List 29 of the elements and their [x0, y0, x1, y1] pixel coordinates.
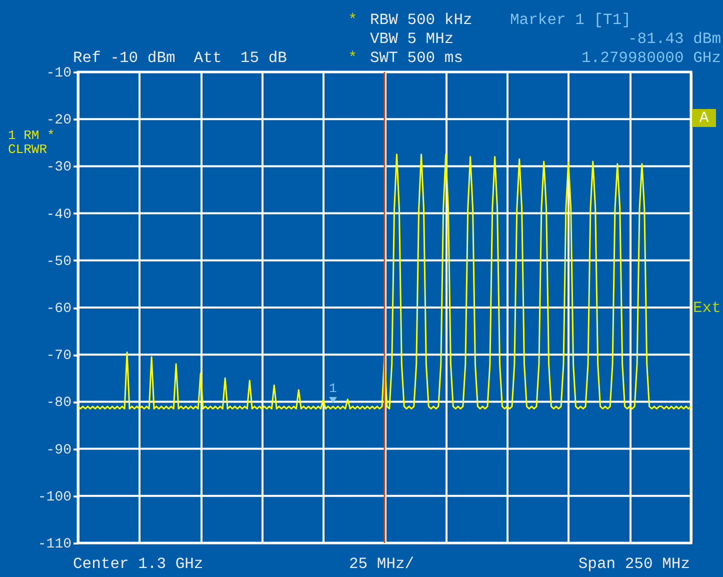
y-tick-label: -110 [38, 536, 72, 552]
y-tick-label: -40 [46, 206, 72, 223]
text: Marker 1 [T1] [510, 11, 631, 29]
text: VBW 5 MHz [370, 30, 454, 48]
text: 1.279980000 GHz [581, 49, 721, 67]
text: Span 250 MHz [578, 555, 690, 573]
text: CLRWR [8, 142, 48, 157]
y-tick-label: -20 [46, 112, 72, 129]
y-tick-label: -10 [46, 66, 72, 82]
line-series [77, 154, 692, 410]
y-tick-label: -70 [46, 348, 72, 364]
text: A [692, 109, 716, 127]
text: -81.43 dBm [628, 30, 721, 48]
text: Ref -10 dBm Att 15 dB [73, 49, 287, 67]
y-tick-label: -30 [46, 160, 72, 176]
text: Center 1.3 GHz [73, 555, 204, 573]
text: 1 RM * [8, 128, 55, 143]
annotation: 1 [329, 380, 337, 398]
y-tick-label: -50 [46, 254, 72, 270]
y-tick-label: -90 [46, 442, 72, 458]
text: * [348, 11, 358, 29]
text: SWT 500 ms [370, 49, 464, 67]
text: RBW 500 kHz [370, 11, 472, 29]
text: * [348, 49, 358, 67]
y-tick-label: -100 [38, 489, 72, 506]
y-tick-label: -60 [46, 301, 72, 317]
text: Ext [693, 299, 721, 317]
text: 25 MHz/ [349, 555, 414, 573]
y-tick-label: -80 [46, 395, 72, 412]
